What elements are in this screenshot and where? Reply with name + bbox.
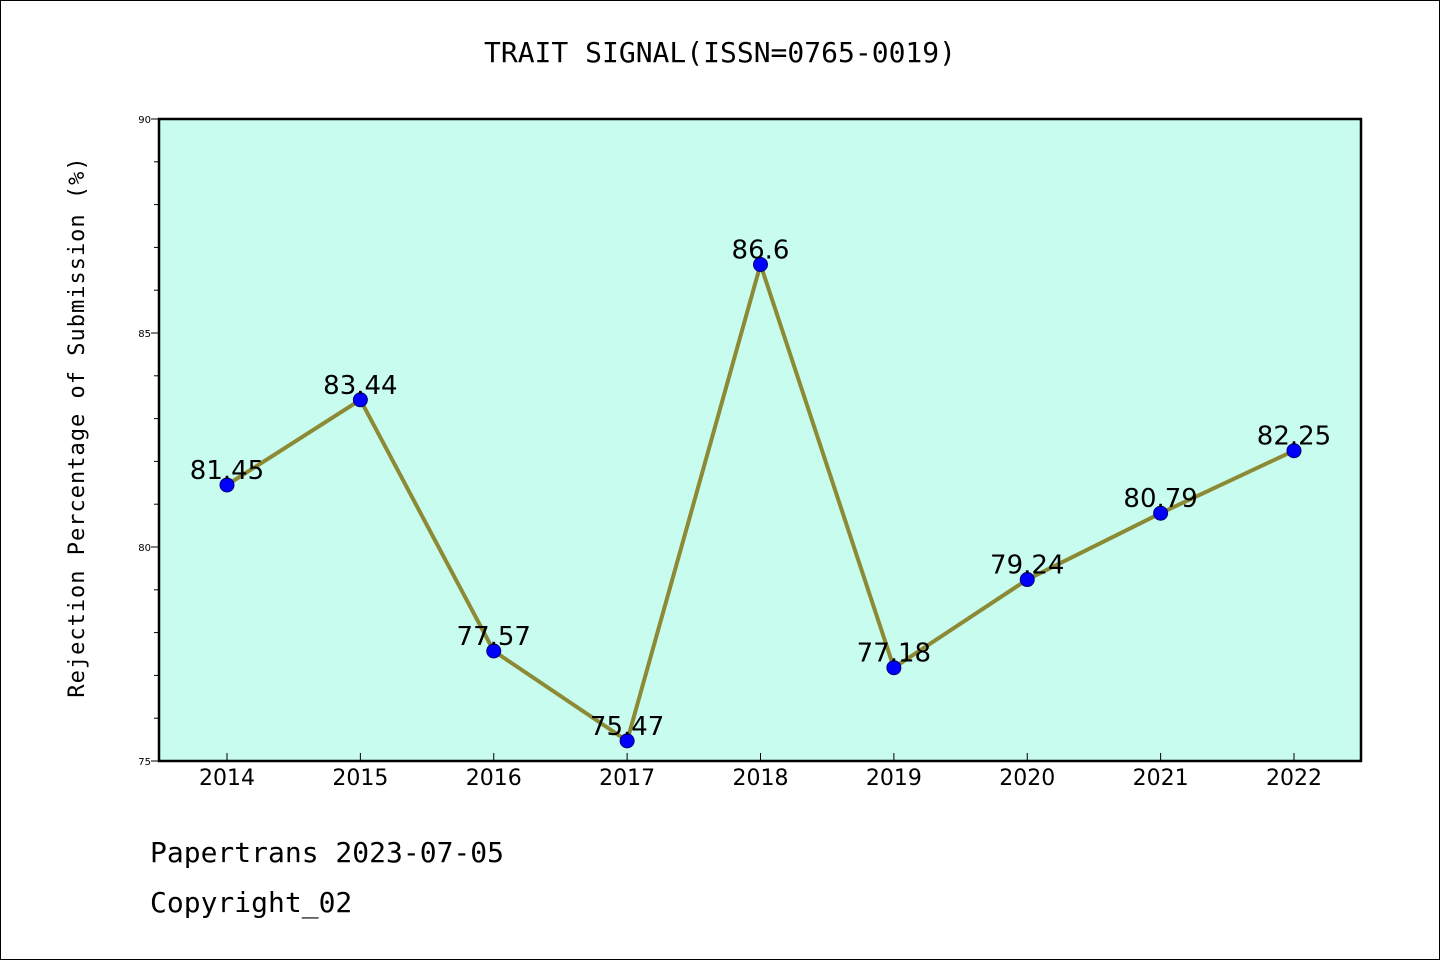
data-label: 86.6 <box>732 236 790 266</box>
data-point <box>219 477 235 493</box>
data-point <box>1019 572 1035 588</box>
x-tick-label: 2014 <box>199 766 255 791</box>
data-point <box>1286 443 1302 459</box>
data-label: 77.57 <box>457 622 531 652</box>
chart-title: TRAIT SIGNAL(ISSN=0765-0019) <box>483 36 956 69</box>
plot-border <box>157 117 1363 763</box>
data-label: 79.24 <box>990 551 1064 581</box>
data-label: 77.18 <box>857 639 931 669</box>
data-point <box>886 660 902 676</box>
x-tick-label: 2019 <box>866 766 922 791</box>
x-tick-label: 2015 <box>332 766 388 791</box>
y-tick-label: 90 <box>138 115 151 126</box>
x-tick-label: 2017 <box>599 766 655 791</box>
y-tick-label: 75 <box>138 757 151 768</box>
y-tick-label: 80 <box>138 543 151 554</box>
footer-date-label: Papertrans 2023-07-05 <box>150 836 505 869</box>
x-tick-label: 2021 <box>1133 766 1189 791</box>
x-tick-label: 2022 <box>1266 766 1322 791</box>
data-label: 83.44 <box>323 371 397 401</box>
x-tick-label: 2016 <box>466 766 522 791</box>
data-point <box>619 733 635 749</box>
y-tick-label: 85 <box>138 329 151 340</box>
data-label: 82.25 <box>1257 422 1331 452</box>
data-point <box>352 392 368 408</box>
plot-area <box>159 119 1361 761</box>
x-tick-label: 2018 <box>733 766 789 791</box>
data-label: 80.79 <box>1123 484 1197 514</box>
data-point <box>1153 505 1169 521</box>
data-point <box>753 257 768 273</box>
data-point <box>486 643 502 659</box>
footer-copyright-label: Copyright_02 <box>150 886 353 919</box>
y-axis-label: Rejection Percentage of Submission (%) <box>65 156 90 697</box>
data-label: 81.45 <box>190 456 264 486</box>
data-label: 75.47 <box>590 712 664 742</box>
x-tick-label: 2020 <box>999 766 1055 791</box>
